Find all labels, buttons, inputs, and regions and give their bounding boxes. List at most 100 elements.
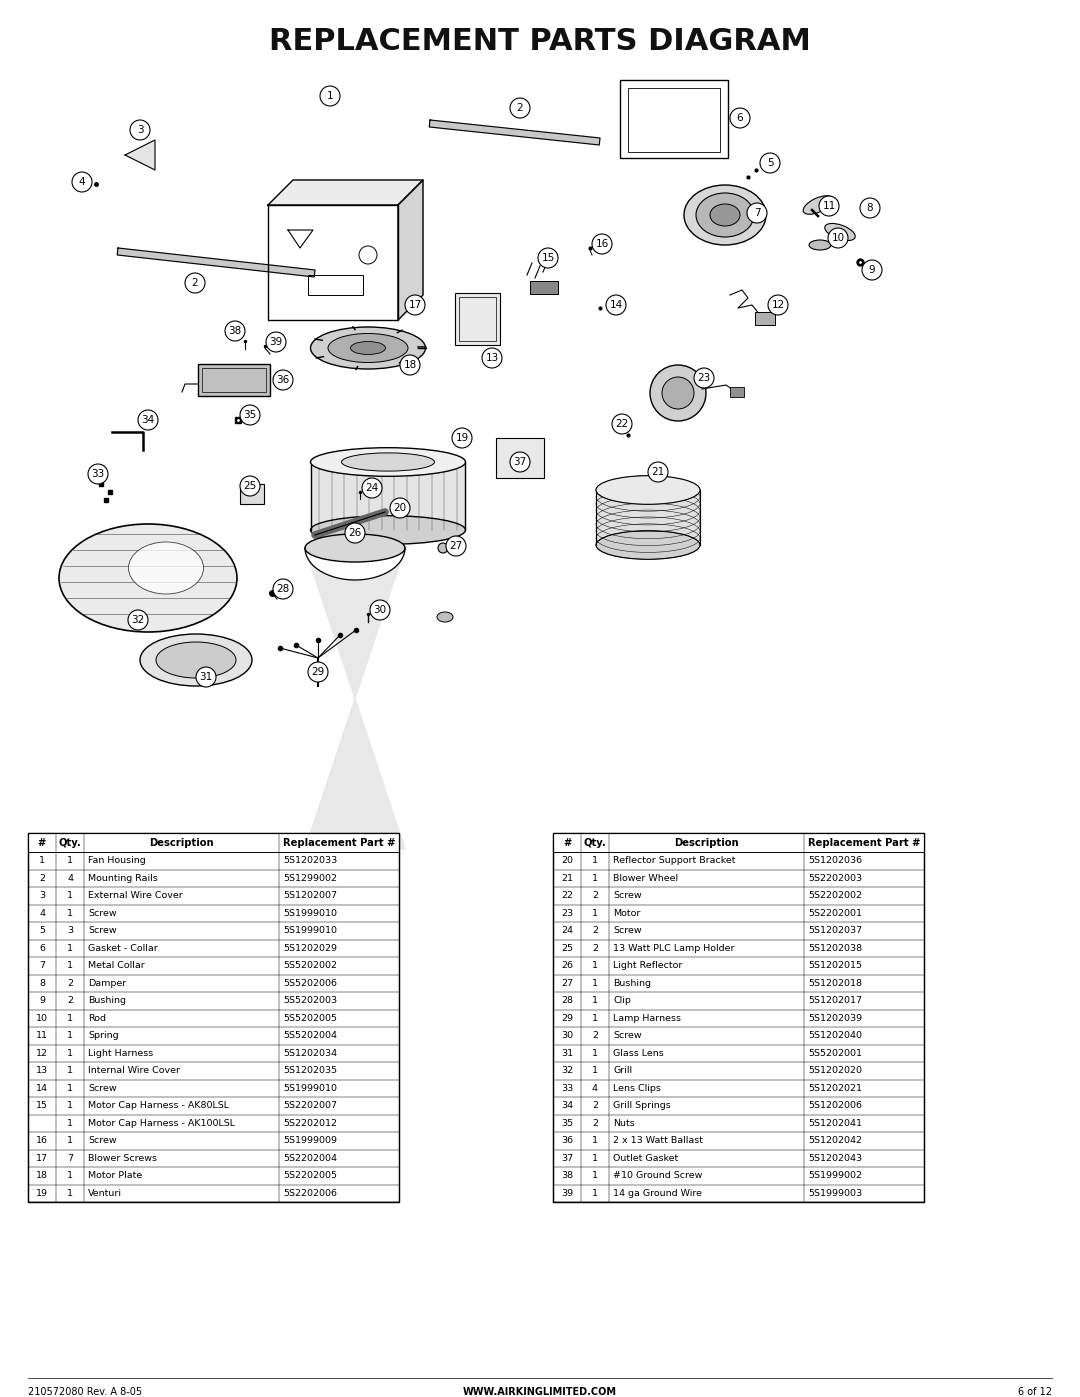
- Text: Screw: Screw: [613, 1031, 642, 1041]
- Text: 13: 13: [485, 353, 499, 363]
- Circle shape: [130, 120, 150, 140]
- Text: 13: 13: [36, 1066, 49, 1076]
- Circle shape: [362, 478, 382, 497]
- Text: 38: 38: [561, 1171, 573, 1180]
- Circle shape: [606, 295, 626, 314]
- Text: 1: 1: [67, 909, 73, 918]
- Circle shape: [648, 462, 669, 482]
- Text: 1: 1: [592, 873, 598, 883]
- Ellipse shape: [341, 453, 434, 471]
- Text: Rod: Rod: [87, 1014, 106, 1023]
- Text: 5S1202021: 5S1202021: [808, 1084, 862, 1092]
- Text: 27: 27: [449, 541, 462, 550]
- Text: 12: 12: [771, 300, 785, 310]
- Text: 14 ga Ground Wire: 14 ga Ground Wire: [613, 1189, 702, 1197]
- Text: 1: 1: [67, 1031, 73, 1041]
- Text: 5S5202003: 5S5202003: [283, 996, 337, 1006]
- Text: 24: 24: [561, 926, 573, 935]
- Text: Qty.: Qty.: [583, 837, 606, 848]
- Text: Glass Lens: Glass Lens: [613, 1049, 664, 1058]
- Bar: [28, 833, 399, 1201]
- Text: 5S1999002: 5S1999002: [808, 1171, 862, 1180]
- Circle shape: [400, 355, 420, 374]
- Text: 27: 27: [561, 979, 573, 988]
- Text: 34: 34: [561, 1101, 573, 1111]
- Text: Venturi: Venturi: [87, 1189, 122, 1197]
- Text: 1: 1: [67, 1136, 73, 1146]
- Text: 2: 2: [39, 873, 45, 883]
- Text: Internal Wire Cover: Internal Wire Cover: [87, 1066, 180, 1076]
- Text: 2: 2: [592, 926, 598, 935]
- Text: 18: 18: [36, 1171, 48, 1180]
- Text: Bushing: Bushing: [87, 996, 126, 1006]
- Text: 1: 1: [326, 91, 334, 101]
- Text: 1: 1: [67, 1171, 73, 1180]
- Circle shape: [240, 405, 260, 425]
- Text: 8: 8: [39, 979, 45, 988]
- Text: 14: 14: [36, 1084, 48, 1092]
- Text: 2: 2: [592, 1101, 598, 1111]
- Text: 15: 15: [36, 1101, 48, 1111]
- Text: 1: 1: [39, 856, 45, 865]
- Text: 5S1202042: 5S1202042: [808, 1136, 862, 1146]
- Text: 30: 30: [561, 1031, 573, 1041]
- Text: 5S1202034: 5S1202034: [283, 1049, 337, 1058]
- Text: #: #: [38, 837, 46, 848]
- Text: 3: 3: [67, 926, 73, 935]
- Text: 21: 21: [651, 467, 664, 476]
- Text: 16: 16: [36, 1136, 48, 1146]
- Text: 31: 31: [561, 1049, 573, 1058]
- Ellipse shape: [696, 193, 754, 237]
- Bar: [620, 80, 728, 158]
- Text: Reflector Support Bracket: Reflector Support Bracket: [613, 856, 735, 865]
- Text: 16: 16: [595, 239, 609, 249]
- Text: Blower Wheel: Blower Wheel: [613, 873, 678, 883]
- Text: 1: 1: [592, 1049, 598, 1058]
- Ellipse shape: [311, 327, 426, 369]
- Circle shape: [453, 427, 472, 448]
- Text: 5S1202033: 5S1202033: [283, 856, 337, 865]
- Text: 2: 2: [592, 1119, 598, 1127]
- Text: 5S1202007: 5S1202007: [283, 891, 337, 900]
- Text: 4: 4: [79, 177, 85, 187]
- Text: 10: 10: [832, 233, 845, 243]
- Text: 5S5202005: 5S5202005: [283, 1014, 337, 1023]
- Text: Light Harness: Light Harness: [87, 1049, 153, 1058]
- Circle shape: [72, 172, 92, 191]
- Ellipse shape: [351, 341, 386, 355]
- Text: 14: 14: [609, 300, 623, 310]
- Text: 5S1202020: 5S1202020: [808, 1066, 862, 1076]
- Text: 5S1202006: 5S1202006: [808, 1101, 862, 1111]
- Text: 5S1202041: 5S1202041: [808, 1119, 862, 1127]
- Ellipse shape: [311, 515, 465, 545]
- Bar: [240, 483, 264, 504]
- Text: 5S2202003: 5S2202003: [808, 873, 862, 883]
- Text: 37: 37: [513, 457, 527, 467]
- Polygon shape: [429, 120, 600, 145]
- Circle shape: [828, 228, 848, 249]
- Text: 12: 12: [36, 1049, 48, 1058]
- Text: 6: 6: [39, 944, 45, 953]
- Text: 36: 36: [561, 1136, 573, 1146]
- Text: 5S1202035: 5S1202035: [283, 1066, 337, 1076]
- Text: Spring: Spring: [87, 1031, 119, 1041]
- Polygon shape: [288, 231, 313, 249]
- Text: 35: 35: [561, 1119, 573, 1127]
- Text: Lamp Harness: Lamp Harness: [613, 1014, 681, 1023]
- Text: 1: 1: [592, 1136, 598, 1146]
- Text: 39: 39: [269, 337, 283, 346]
- Circle shape: [538, 249, 558, 268]
- Text: 2: 2: [592, 1031, 598, 1041]
- Text: 5S5202002: 5S5202002: [283, 961, 337, 971]
- Bar: [496, 439, 544, 478]
- Circle shape: [405, 295, 426, 314]
- Bar: [553, 833, 924, 1201]
- Text: 5: 5: [39, 926, 45, 935]
- Text: 24: 24: [365, 483, 379, 493]
- Bar: [553, 833, 924, 1201]
- Text: 5S1202039: 5S1202039: [808, 1014, 862, 1023]
- Text: Screw: Screw: [613, 926, 642, 935]
- Text: 5S1999010: 5S1999010: [283, 909, 337, 918]
- Ellipse shape: [305, 534, 405, 562]
- Text: 1: 1: [67, 1049, 73, 1058]
